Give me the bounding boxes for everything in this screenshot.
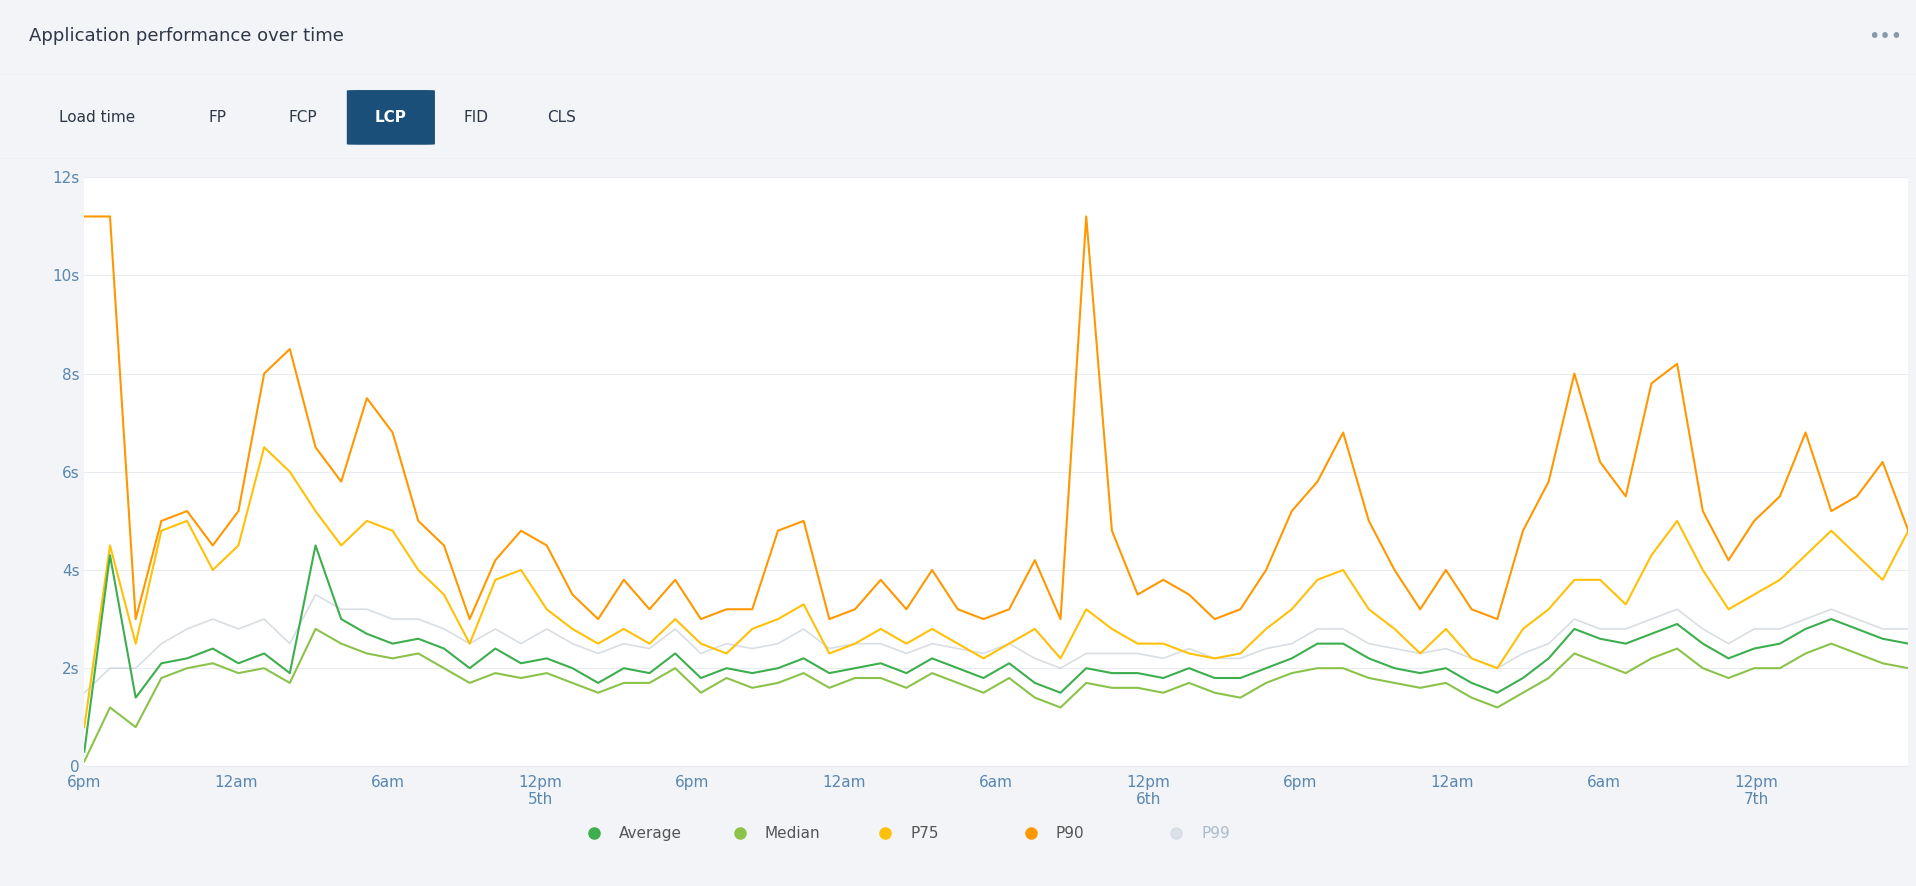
Text: LCP: LCP: [376, 110, 406, 125]
Text: Average: Average: [619, 826, 682, 841]
Text: Application performance over time: Application performance over time: [29, 27, 343, 45]
Text: FID: FID: [464, 110, 489, 125]
Text: P99: P99: [1201, 826, 1230, 841]
Text: CLS: CLS: [546, 110, 577, 125]
Text: Median: Median: [764, 826, 820, 841]
Text: P90: P90: [1056, 826, 1084, 841]
Text: P75: P75: [910, 826, 939, 841]
Text: FP: FP: [209, 110, 226, 125]
FancyBboxPatch shape: [347, 90, 435, 144]
Text: •••: •••: [1868, 27, 1903, 46]
Text: Load time: Load time: [59, 110, 134, 125]
Text: FCP: FCP: [289, 110, 316, 125]
